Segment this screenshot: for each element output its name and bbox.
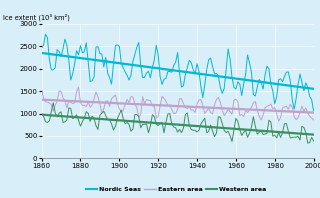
Text: Ice extent (10³ km²): Ice extent (10³ km²) <box>3 14 70 21</box>
Legend: Nordic Seas, Eastern area, Western area: Nordic Seas, Eastern area, Western area <box>83 185 269 195</box>
